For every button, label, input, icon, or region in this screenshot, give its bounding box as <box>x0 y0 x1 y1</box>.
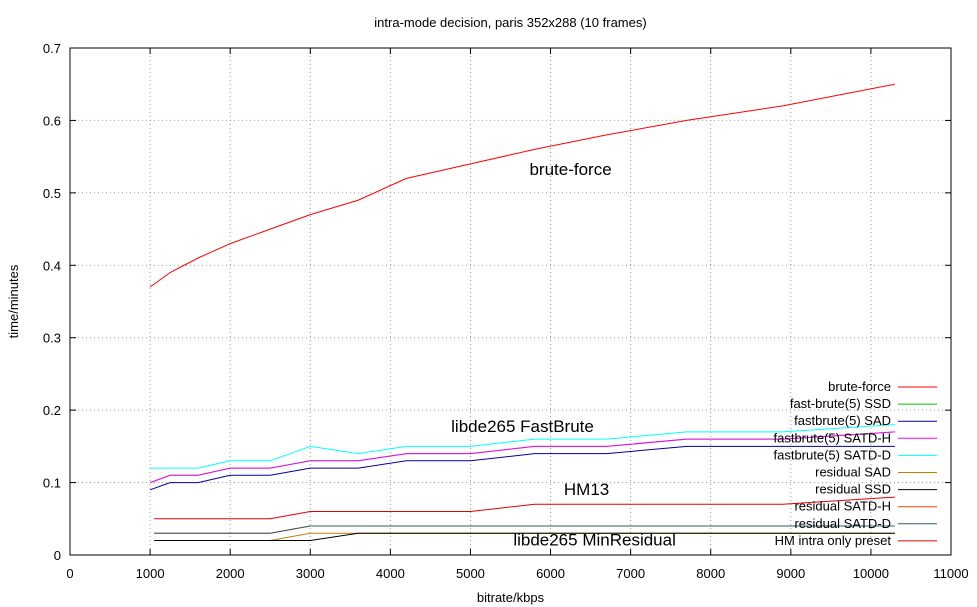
legend-label: fastbrute(5) SATD-H <box>773 430 891 445</box>
x-tick-label: 10000 <box>853 566 889 581</box>
annotation-label: HM13 <box>564 480 609 499</box>
series-line-3 <box>149 431 895 484</box>
x-tick-label: 7000 <box>616 566 645 581</box>
chart-title: intra-mode decision, paris 352x288 (10 f… <box>374 15 646 30</box>
plot-frame <box>69 47 952 556</box>
series-line-6 <box>154 532 895 541</box>
series-line-0 <box>149 83 895 288</box>
x-axis-label: bitrate/kbps <box>477 590 545 605</box>
gridlines <box>70 48 951 555</box>
y-axis-label: time/minutes <box>6 264 21 338</box>
legend-label: brute-force <box>828 379 891 394</box>
y-tick-label: 0.2 <box>43 403 61 418</box>
legend-label: residual SSD <box>815 482 891 497</box>
series-line-4 <box>150 424 895 469</box>
y-tick-label: 0.6 <box>43 113 61 128</box>
series-line-9 <box>154 496 895 520</box>
legend-label: residual SAD <box>815 465 891 480</box>
annotations: brute-force libde265 FastBrute HM13 libde26… <box>451 160 676 550</box>
x-tick-label: 5000 <box>456 566 485 581</box>
annotation-label: libde265 FastBrute <box>451 417 594 436</box>
legend-label: residual SATD-H <box>794 499 891 514</box>
x-tick-label: 1000 <box>136 566 165 581</box>
annotation-label: libde265 MinResidual <box>513 531 676 550</box>
legend: brute-force fast-brute(5) SSD fastbrute(5)… <box>773 379 937 548</box>
y-tick-label: 0.1 <box>43 476 61 491</box>
series-lines <box>149 83 895 541</box>
x-tick-label: 6000 <box>536 566 565 581</box>
y-axis-ticks: 0 0.1 0.2 0.3 0.4 0.5 0.6 0.7 <box>43 41 951 563</box>
y-tick-label: 0.5 <box>43 186 61 201</box>
legend-label: fastbrute(5) SATD-D <box>773 447 891 462</box>
x-tick-label: 11000 <box>933 566 968 581</box>
x-tick-label: 4000 <box>376 566 405 581</box>
y-tick-label: 0.3 <box>43 331 61 346</box>
y-tick-label: 0.4 <box>43 258 61 273</box>
annotation-label: brute-force <box>529 160 611 179</box>
legend-label: fastbrute(5) SAD <box>794 413 891 428</box>
x-tick-label: 3000 <box>296 566 325 581</box>
legend-label: fast-brute(5) SSD <box>790 396 891 411</box>
legend-label: HM intra only preset <box>775 533 892 548</box>
series-line-8 <box>154 525 895 534</box>
y-tick-label: 0 <box>54 548 61 563</box>
y-tick-label: 0.7 <box>43 41 61 56</box>
x-axis-ticks: 0 1000 2000 3000 4000 5000 6000 7000 8000 9000 100… <box>66 48 969 581</box>
x-tick-label: 9000 <box>776 566 805 581</box>
x-tick-label: 2000 <box>216 566 245 581</box>
x-tick-label: 0 <box>66 566 73 581</box>
legend-label: residual SATD-D <box>794 516 891 531</box>
series-line-2 <box>149 445 895 491</box>
x-tick-label: 8000 <box>696 566 725 581</box>
